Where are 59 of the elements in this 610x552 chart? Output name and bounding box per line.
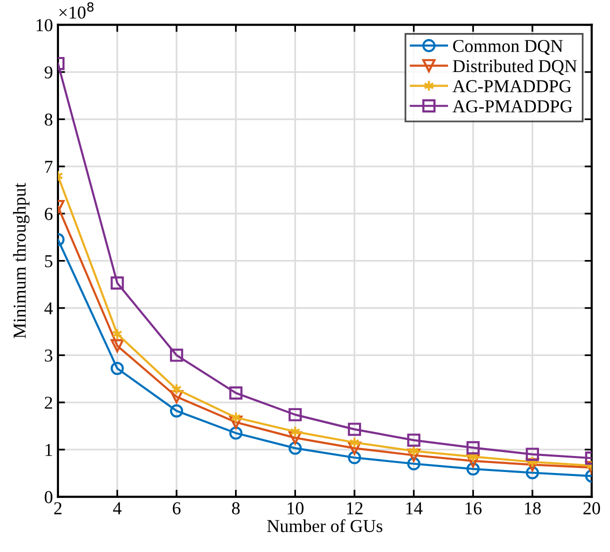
y-tick-label: 3 bbox=[44, 350, 52, 362]
point bbox=[348, 442, 362, 455]
point bbox=[112, 328, 123, 340]
point bbox=[171, 383, 182, 396]
point bbox=[288, 442, 302, 455]
y-tick-label: 6 bbox=[44, 208, 53, 220]
legend-label: Common DQN bbox=[453, 40, 563, 55]
point bbox=[290, 426, 300, 438]
point bbox=[229, 426, 242, 440]
point bbox=[170, 404, 184, 418]
point bbox=[349, 436, 360, 448]
point bbox=[526, 458, 539, 472]
point bbox=[466, 462, 480, 476]
x-tick-label: 20 bbox=[583, 502, 600, 514]
point bbox=[526, 448, 539, 461]
point bbox=[348, 422, 362, 436]
point bbox=[170, 390, 184, 404]
x-tick-label: 16 bbox=[466, 502, 482, 514]
text: ×10$^{8}$ bbox=[59, 2, 94, 19]
y-tick-label: 7 bbox=[45, 160, 53, 173]
legend-label: Distributed DQN bbox=[452, 59, 577, 75]
point bbox=[407, 457, 420, 470]
y-tick-label: 8 bbox=[44, 113, 52, 126]
x-tick-label: 4 bbox=[113, 502, 122, 514]
point bbox=[110, 339, 124, 352]
point bbox=[407, 448, 420, 462]
point bbox=[170, 348, 184, 362]
point bbox=[229, 416, 242, 429]
point bbox=[230, 412, 242, 424]
legend-label: AG-PMADDPG bbox=[452, 100, 572, 112]
point bbox=[408, 445, 420, 457]
legend-label: AC-PMADDPG bbox=[452, 80, 572, 92]
y-tick-label: 0 bbox=[44, 491, 52, 504]
x-tick-label: 12 bbox=[347, 502, 363, 514]
point bbox=[110, 276, 124, 290]
point bbox=[526, 466, 539, 480]
x-tick-label: 10 bbox=[288, 502, 304, 514]
x-tick-label: 8 bbox=[232, 502, 240, 514]
x-tick-label: 14 bbox=[406, 502, 423, 514]
y-tick-label: 4 bbox=[44, 302, 53, 314]
point bbox=[527, 456, 538, 468]
point bbox=[348, 451, 362, 464]
point bbox=[407, 434, 420, 447]
y-tick-label: 5 bbox=[45, 255, 52, 268]
x-tick-label: 2 bbox=[54, 502, 62, 514]
x-axis-title: Number of GUs bbox=[267, 519, 382, 532]
y-axis-title: Minimum throughput bbox=[13, 182, 30, 338]
point bbox=[110, 362, 124, 376]
y-tick-label: 1 bbox=[46, 444, 52, 456]
point bbox=[288, 431, 302, 444]
point bbox=[466, 454, 480, 468]
point bbox=[466, 441, 480, 454]
y-tick-label: 9 bbox=[44, 66, 52, 78]
y-tick-label: 10 bbox=[36, 19, 52, 32]
x-tick-label: 6 bbox=[172, 502, 181, 514]
x-tick-label: 18 bbox=[524, 502, 541, 514]
point bbox=[288, 408, 302, 422]
y-tick-label: 2 bbox=[44, 396, 52, 409]
point bbox=[229, 386, 242, 400]
